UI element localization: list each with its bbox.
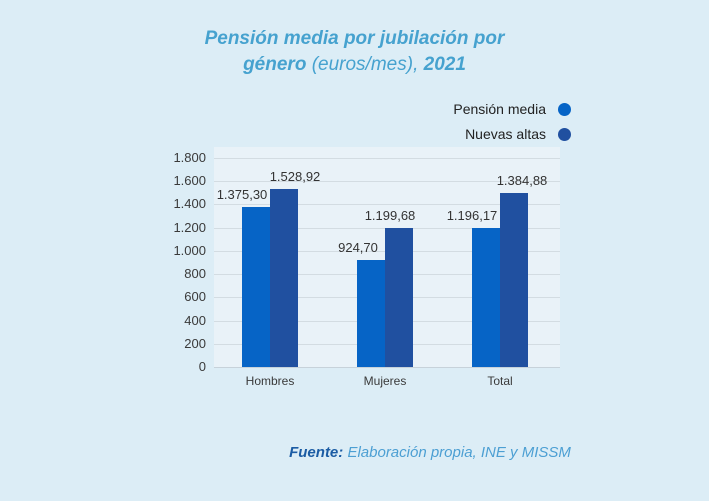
bar-value-label: 924,70 xyxy=(338,239,378,255)
chart-title: Pensión media por jubilación por género … xyxy=(0,26,709,78)
bar-value-label: 1.196,17 xyxy=(446,208,498,224)
legend-item-pension-media: Pensión media xyxy=(453,101,571,117)
bar-value-label: 1.528,92 xyxy=(269,169,321,185)
bar-nuevas-altas-mujeres xyxy=(385,227,413,367)
bar-nuevas-altas-total xyxy=(500,193,528,367)
legend-label: Nuevas altas xyxy=(465,126,546,142)
bar-pensión-media-hombres xyxy=(242,207,270,367)
y-axis-tick-label: 800 xyxy=(184,266,206,282)
chart-title-line1: Pensión media por jubilación por xyxy=(204,28,505,49)
y-axis-tick-label: 0 xyxy=(198,359,206,374)
title-segment: 2021 xyxy=(423,54,466,75)
y-axis-tick-label: 1.600 xyxy=(173,173,206,189)
legend-label: Pensión media xyxy=(453,101,546,117)
chart-title-line2: género (euros/mes), 2021 xyxy=(0,52,709,78)
y-axis-tick-label: 1.000 xyxy=(173,242,206,258)
source-note: Fuente: Elaboración propia, INE y MISSM xyxy=(150,444,709,461)
bar-pensión-media-total xyxy=(472,228,500,367)
source-label: Fuente: xyxy=(289,444,344,461)
x-axis-category-label: Total xyxy=(487,374,513,388)
y-axis-tick-label: 600 xyxy=(184,289,206,305)
title-segment: género xyxy=(243,54,312,75)
legend-marker-circle-icon xyxy=(558,127,571,141)
legend-item-nuevas-altas: Nuevas altas xyxy=(465,126,571,142)
bar-value-label: 1.384,88 xyxy=(496,173,548,189)
gridline xyxy=(214,204,560,206)
x-axis-category-label: Mujeres xyxy=(363,374,407,388)
legend-marker-circle-icon xyxy=(558,102,571,116)
gridline xyxy=(214,158,560,159)
y-axis-tick-label: 1.200 xyxy=(173,219,206,235)
bar-value-label: 1.375,30 xyxy=(216,187,268,203)
y-axis-tick-label: 1.400 xyxy=(173,196,206,212)
bar-nuevas-altas-hombres xyxy=(270,189,298,367)
x-axis-line xyxy=(214,367,560,368)
y-axis-tick-label: 1.800 xyxy=(173,150,206,165)
y-axis-tick-label: 200 xyxy=(184,335,206,351)
title-segment: , xyxy=(413,54,424,75)
bar-pensión-media-mujeres xyxy=(357,259,385,367)
title-segment: (euros/mes) xyxy=(311,54,414,75)
bar-value-label: 1.199,68 xyxy=(364,207,416,223)
y-axis-tick-label: 400 xyxy=(184,312,206,328)
gridline xyxy=(214,181,560,183)
chart-legend: Pensión media Nuevas altas xyxy=(453,101,571,142)
x-axis-category-label: Hombres xyxy=(245,374,295,388)
source-text: Elaboración propia, INE y MISSM xyxy=(343,444,571,461)
